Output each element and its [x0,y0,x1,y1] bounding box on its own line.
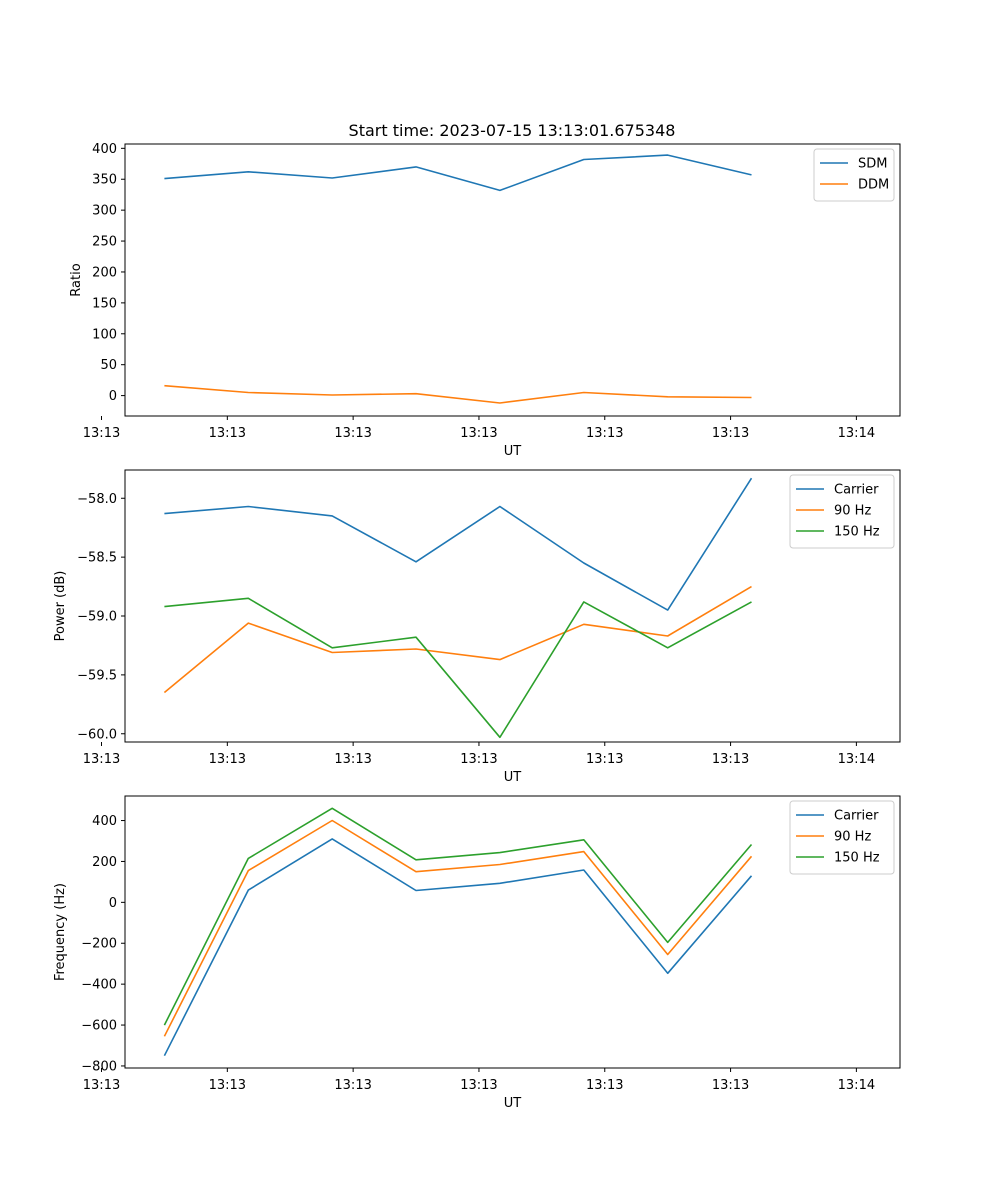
ratio-y-tick-label: 200 [92,265,117,280]
power-panel: −60.0 −59.5 −59.0 −58.5 −58.0 13:13 13:13 13:13… [53,469,901,785]
frequency-legend-box [789,800,895,875]
frequency-x-tick-label: 13:13 [712,1078,749,1093]
ratio-y-tick-label: 0 [109,389,117,404]
ratio-x-tick-label: 13:14 [838,426,875,441]
frequency-panel: −800 −600 −400 −200 0 200 400 13:13 13:13 13:13 13… [53,795,901,1111]
power-y-tick-label: −58.0 [77,492,117,507]
frequency-x-tick-label: 13:13 [460,1078,497,1093]
power-series-line-90-hz [163,585,752,694]
ratio-legend-box [813,148,895,202]
frequency-y-tick-label: −200 [81,937,117,952]
ratio-series-line-sdm [164,154,752,192]
frequency-series-line-90-hz [163,819,753,1037]
power-y-tick-label: −58.5 [77,551,117,566]
ratio-x-tick-label: 13:13 [209,426,246,441]
ratio-y-axis-label: Ratio [69,263,84,296]
frequency-legend: Carrier 90 Hz 150 Hz [789,800,895,875]
frequency-x-axis-label: UT [504,1096,522,1111]
frequency-x-tick-label: 13:13 [586,1078,623,1093]
ratio-y-tick-label: 350 [92,173,117,188]
power-series-line-carrier [164,477,753,611]
ratio-legend-label-sdm: SDM [858,157,887,172]
frequency-y-tick-label: 200 [92,855,117,870]
frequency-y-tick-label: 400 [92,814,117,829]
frequency-y-tick-label: 0 [109,896,117,911]
frequency-y-axis-label: Frequency (Hz) [53,883,68,981]
frequency-legend-label-90-hz: 90 Hz [834,830,871,845]
frequency-legend-label-150-hz: 150 Hz [834,851,880,866]
ratio-x-tick-label: 13:13 [586,426,623,441]
power-y-tick-label: −59.0 [77,610,117,625]
frequency-legend-label-carrier: Carrier [834,809,879,824]
power-y-tick-label: −59.5 [77,668,117,683]
power-x-tick-label: 13:13 [83,752,120,767]
frequency-axes-frame [124,795,901,1069]
frequency-series-line-carrier [163,838,753,1057]
power-x-tick-label: 13:13 [334,752,371,767]
ratio-y-tick-label: 300 [92,204,117,219]
frequency-y-tick-label: −800 [81,1059,117,1074]
power-legend-label-150-hz: 150 Hz [834,525,880,540]
ratio-legend-label-ddm: DDM [858,178,889,193]
ratio-x-tick-label: 13:13 [83,426,120,441]
power-x-tick-label: 13:13 [712,752,749,767]
power-x-tick-label: 13:13 [586,752,623,767]
ratio-series-line-ddm [164,384,752,404]
ratio-y-tick-label: 100 [92,327,117,342]
power-legend-label-carrier: Carrier [834,483,879,498]
power-x-tick-label: 13:13 [460,752,497,767]
ratio-legend: SDM DDM [813,148,895,202]
frequency-y-tick-label: −600 [81,1019,117,1034]
power-x-tick-label: 13:13 [209,752,246,767]
power-x-axis-label: UT [504,770,522,785]
frequency-x-tick-label: 13:13 [334,1078,371,1093]
ratio-axes-frame [124,143,901,417]
power-y-axis-label: Power (dB) [53,571,68,642]
figure-title: Start time: 2023-07-15 13:13:01.675348 [349,121,676,140]
ratio-y-tick-label: 400 [92,142,117,157]
power-x-tick-label: 13:14 [838,752,875,767]
frequency-y-tick-label: −400 [81,978,117,993]
ratio-x-tick-label: 13:13 [460,426,497,441]
ratio-y-tick-label: 50 [100,358,117,373]
ratio-x-axis-label: UT [504,444,522,459]
power-y-tick-label: −60.0 [77,727,117,742]
frequency-series-line-150-hz [163,807,753,1026]
power-legend: Carrier 90 Hz 150 Hz [789,474,895,549]
power-legend-label-90-hz: 90 Hz [834,504,871,519]
frequency-x-tick-label: 13:14 [838,1078,875,1093]
ratio-x-tick-label: 13:13 [334,426,371,441]
power-legend-box [789,474,895,549]
ratio-y-tick-label: 250 [92,235,117,250]
ratio-y-tick-label: 150 [92,296,117,311]
frequency-x-tick-label: 13:13 [209,1078,246,1093]
power-axes-frame [124,469,901,743]
power-series-line-150-hz [164,597,752,739]
ratio-panel: 0 50 100 150 200 250 300 350 400 13:13 13:13 13:13 1… [69,142,901,459]
frequency-x-tick-label: 13:13 [83,1078,120,1093]
ratio-x-tick-label: 13:13 [712,426,749,441]
